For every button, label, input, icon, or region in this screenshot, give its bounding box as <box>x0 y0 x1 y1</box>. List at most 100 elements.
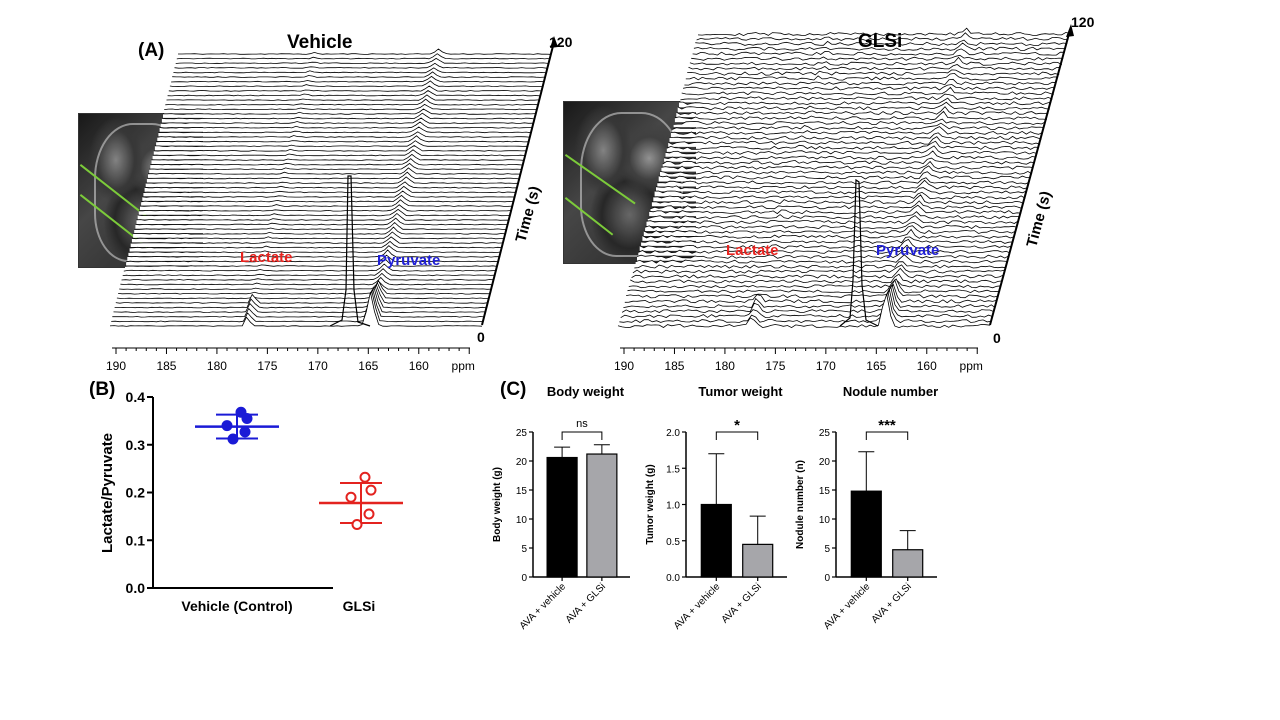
spectrum-mask <box>638 245 1011 256</box>
spectrum-trace <box>126 254 499 263</box>
spectrum-mask <box>620 289 993 321</box>
spectrum-trace <box>657 177 1030 185</box>
ppm-tick-label: 185 <box>156 359 176 373</box>
spectrum-mask <box>122 268 495 280</box>
ppm-tick-label: 160 <box>409 359 429 373</box>
y-tick-label: 0.5 <box>666 537 680 548</box>
spectrum-mask <box>163 109 535 118</box>
y-tick-label: 25 <box>819 428 831 439</box>
spectrum-trace <box>617 293 991 329</box>
spectrum-trace <box>693 42 1066 51</box>
spectrum-mask <box>677 102 1050 113</box>
spectrum-trace <box>130 236 503 244</box>
spectrum-mask <box>145 176 518 188</box>
bar <box>892 549 924 578</box>
ppm-unit-label: ppm <box>960 359 983 373</box>
spectrum-trace <box>639 238 1012 249</box>
spectrum-mask <box>165 99 538 109</box>
x-category-label: AVA + GLSi <box>564 581 608 625</box>
significance-label: * <box>734 417 740 434</box>
bar <box>586 453 618 578</box>
tumor-weight-chart: Tumor weight 0.0 0.5 1.0 1.5 2.0 Tumor weight … <box>645 384 787 632</box>
time-axis-label-glsi: Time (s) <box>1023 189 1054 249</box>
spectrum-mask <box>171 76 544 86</box>
ppm-tick-label: 160 <box>917 359 937 373</box>
spectrum-mask <box>685 73 1058 83</box>
chart-title: Tumor weight <box>698 384 783 399</box>
ppm-axis-glsi: 190 185 180 175 170 165 160 ppm <box>614 347 983 373</box>
spectrum-mask <box>635 254 1008 266</box>
spectrum-mask <box>151 154 524 165</box>
spectrum-mask <box>160 118 533 128</box>
spectrum-trace <box>169 80 542 88</box>
spectrum-mask <box>662 158 1035 167</box>
spectrum-trace <box>646 215 1019 225</box>
data-point <box>239 426 251 438</box>
spectrum-trace <box>154 140 527 148</box>
spectrum-mask <box>650 200 1023 212</box>
bar <box>700 503 732 578</box>
spectrum-trace <box>642 228 1015 239</box>
spectrum-mask <box>647 211 1020 222</box>
spectrum-trace <box>685 72 1058 81</box>
spectrum-trace <box>619 290 992 324</box>
spectrum-trace <box>175 57 548 65</box>
time-axis-vehicle <box>481 41 555 326</box>
spectrum-mask <box>656 180 1028 192</box>
x-category-label: GLSi <box>343 598 376 614</box>
spectrum-trace <box>111 290 484 323</box>
spectrum-trace <box>119 281 492 290</box>
bar <box>850 490 882 578</box>
significance-bracket <box>715 431 759 440</box>
spectrum-mask <box>683 84 1056 93</box>
spectrum-trace <box>688 64 1061 71</box>
spectrum-trace <box>641 236 1014 244</box>
spectrum-mask <box>174 63 547 72</box>
spectrum-mask <box>146 172 519 183</box>
spectrum-trace <box>129 240 502 249</box>
spectrum-mask <box>172 71 545 82</box>
spectrum-mask <box>140 199 512 211</box>
spectrum-trace <box>157 131 530 138</box>
spectrum-mask <box>115 284 488 307</box>
spectrum-trace <box>150 158 523 166</box>
spectrum-trace <box>145 176 518 184</box>
y-tick-label: 5 <box>521 544 527 555</box>
spectrum-trace <box>624 283 997 304</box>
y-tick-label: 15 <box>819 486 831 497</box>
ppm-tick-label: 180 <box>207 359 227 373</box>
spectrum-trace <box>139 199 513 207</box>
y-axis-label: Lactate/Pyruvate <box>99 433 116 553</box>
spectrum-mask <box>684 79 1057 88</box>
spectrum-trace <box>650 200 1023 210</box>
spectrum-mask <box>637 251 1009 261</box>
spectrum-trace <box>122 268 495 277</box>
spectrum-mask <box>125 259 497 271</box>
spectrum-mask <box>141 195 514 206</box>
spectrum-trace <box>115 283 488 304</box>
time-axis-arrow-vehicle <box>550 36 558 48</box>
time-max-glsi: 120 <box>1071 14 1095 30</box>
spectrum-trace <box>120 276 493 286</box>
data-point <box>221 420 233 432</box>
spectrum-mask <box>137 209 510 220</box>
bar <box>742 543 774 578</box>
panel-a-label: (A) <box>138 40 164 61</box>
data-point <box>365 484 377 496</box>
spectrum-mask <box>641 236 1014 246</box>
spectrum-mask <box>113 287 486 317</box>
significance-label: ns <box>576 418 588 430</box>
spectrum-mask <box>130 236 503 248</box>
spectrum-mask <box>692 48 1065 58</box>
spectrum-mask <box>618 294 990 330</box>
spectrum-mask <box>129 241 502 252</box>
spectrum-trace <box>638 244 1011 254</box>
spectrum-mask <box>135 218 508 229</box>
y-tick-label: 20 <box>819 457 831 468</box>
y-tick-label: 0 <box>521 573 527 584</box>
spectrum-trace <box>661 160 1034 170</box>
ppm-tick-label: 190 <box>614 359 634 373</box>
spectrum-mask <box>112 289 485 321</box>
time-axis-label-vehicle: Time (s) <box>512 184 543 244</box>
data-point <box>363 508 375 520</box>
